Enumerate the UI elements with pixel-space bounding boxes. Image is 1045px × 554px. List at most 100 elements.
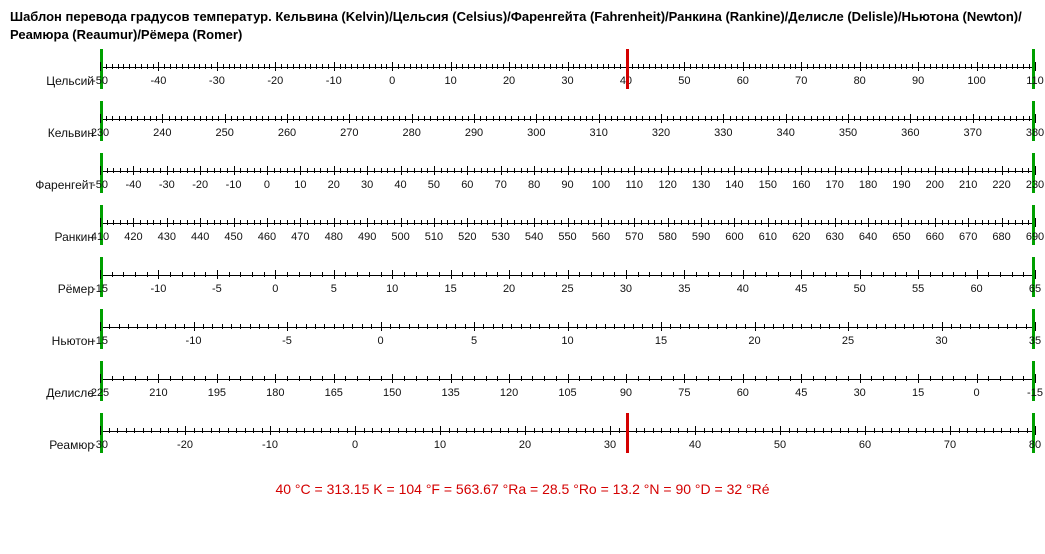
tick-minor — [318, 116, 319, 121]
tick-minor — [1004, 116, 1005, 121]
tick-minor — [371, 324, 372, 329]
tick-minor — [906, 376, 907, 381]
tick-minor — [521, 168, 522, 173]
tick-minor — [959, 64, 960, 69]
tick-minor — [480, 64, 481, 69]
tick-minor — [254, 220, 255, 225]
tick-minor — [294, 168, 295, 173]
tick-minor — [636, 428, 637, 433]
tick-minor — [678, 428, 679, 433]
tick-label: 380 — [1026, 127, 1044, 139]
tick-minor — [299, 64, 300, 69]
tick-minor — [437, 116, 438, 121]
tick-minor — [708, 376, 709, 381]
tick-minor — [437, 324, 438, 329]
tick-label: 60 — [461, 179, 473, 191]
tick-minor — [465, 324, 466, 329]
tick-minor — [702, 64, 703, 69]
tick-minor — [778, 376, 779, 381]
tick-minor — [585, 64, 586, 69]
tick-minor — [965, 376, 966, 381]
tick-minor — [357, 376, 358, 381]
tick-minor — [514, 220, 515, 225]
tick-minor — [687, 428, 688, 433]
tick-minor — [1000, 64, 1001, 69]
tick-major — [100, 374, 101, 383]
tick-minor — [895, 324, 896, 329]
tick-minor — [497, 272, 498, 277]
tick-minor — [194, 64, 195, 69]
tick-minor — [916, 428, 917, 433]
tick-minor — [692, 116, 693, 121]
tick-minor — [406, 428, 407, 433]
tick-minor — [269, 64, 270, 69]
tick-minor — [1023, 376, 1024, 381]
tick-minor — [137, 324, 138, 329]
tick-minor — [527, 168, 528, 173]
tick-minor — [194, 272, 195, 277]
tick-major — [968, 218, 969, 227]
tick-label: 20 — [519, 439, 531, 451]
tick-minor — [170, 272, 171, 277]
tick-minor — [389, 428, 390, 433]
tick-minor — [731, 64, 732, 69]
tick-major — [217, 62, 218, 71]
tick-minor — [593, 428, 594, 433]
tick-label: 570 — [625, 231, 643, 243]
tick-label: 340 — [776, 127, 794, 139]
tick-minor — [414, 220, 415, 225]
tick-minor — [674, 168, 675, 173]
tick-minor — [680, 116, 681, 121]
scale-track-celsius: -50-40-30-20-100102030405060708090100110 — [100, 55, 1035, 107]
tick-minor — [554, 168, 555, 173]
tick-minor — [994, 64, 995, 69]
tick-minor — [245, 428, 246, 433]
tick-label: 135 — [441, 387, 459, 399]
tick-minor — [1012, 376, 1013, 381]
tick-major — [1002, 166, 1003, 175]
tick-label: 100 — [967, 75, 985, 87]
tick-label: -10 — [150, 283, 166, 295]
tick-minor — [588, 168, 589, 173]
tick-minor — [416, 376, 417, 381]
tick-minor — [763, 428, 764, 433]
tick-minor — [995, 220, 996, 225]
tick-minor — [206, 116, 207, 121]
tick-minor — [491, 428, 492, 433]
tick-label: 105 — [558, 387, 576, 399]
tick-minor — [252, 272, 253, 277]
tick-minor — [492, 64, 493, 69]
tick-minor — [965, 64, 966, 69]
tick-minor — [357, 64, 358, 69]
tick-minor — [921, 168, 922, 173]
tick-minor — [194, 428, 195, 433]
tick-minor — [410, 64, 411, 69]
tick-minor — [106, 64, 107, 69]
tick-minor — [532, 376, 533, 381]
tick-minor — [518, 116, 519, 121]
tick-minor — [474, 64, 475, 69]
tick-minor — [866, 64, 867, 69]
tick-major — [668, 218, 669, 227]
tick-major — [801, 374, 802, 383]
tick-minor — [211, 428, 212, 433]
tick-label: 10 — [561, 335, 573, 347]
tick-minor — [801, 324, 802, 329]
tick-minor — [696, 64, 697, 69]
tick-minor — [895, 272, 896, 277]
tick-minor — [203, 324, 204, 329]
tick-minor — [885, 324, 886, 329]
scale-label-delisle: Делисле — [8, 386, 100, 400]
tick-minor — [568, 428, 569, 433]
tick-major — [434, 218, 435, 227]
tick-minor — [655, 64, 656, 69]
tick-minor — [134, 428, 135, 433]
tick-minor — [507, 168, 508, 173]
tick-minor — [877, 64, 878, 69]
tick-major — [158, 374, 159, 383]
temperature-marker — [626, 413, 629, 453]
tick-minor — [112, 272, 113, 277]
tick-minor — [306, 116, 307, 121]
tick-major — [100, 218, 101, 227]
tick-minor — [511, 324, 512, 329]
